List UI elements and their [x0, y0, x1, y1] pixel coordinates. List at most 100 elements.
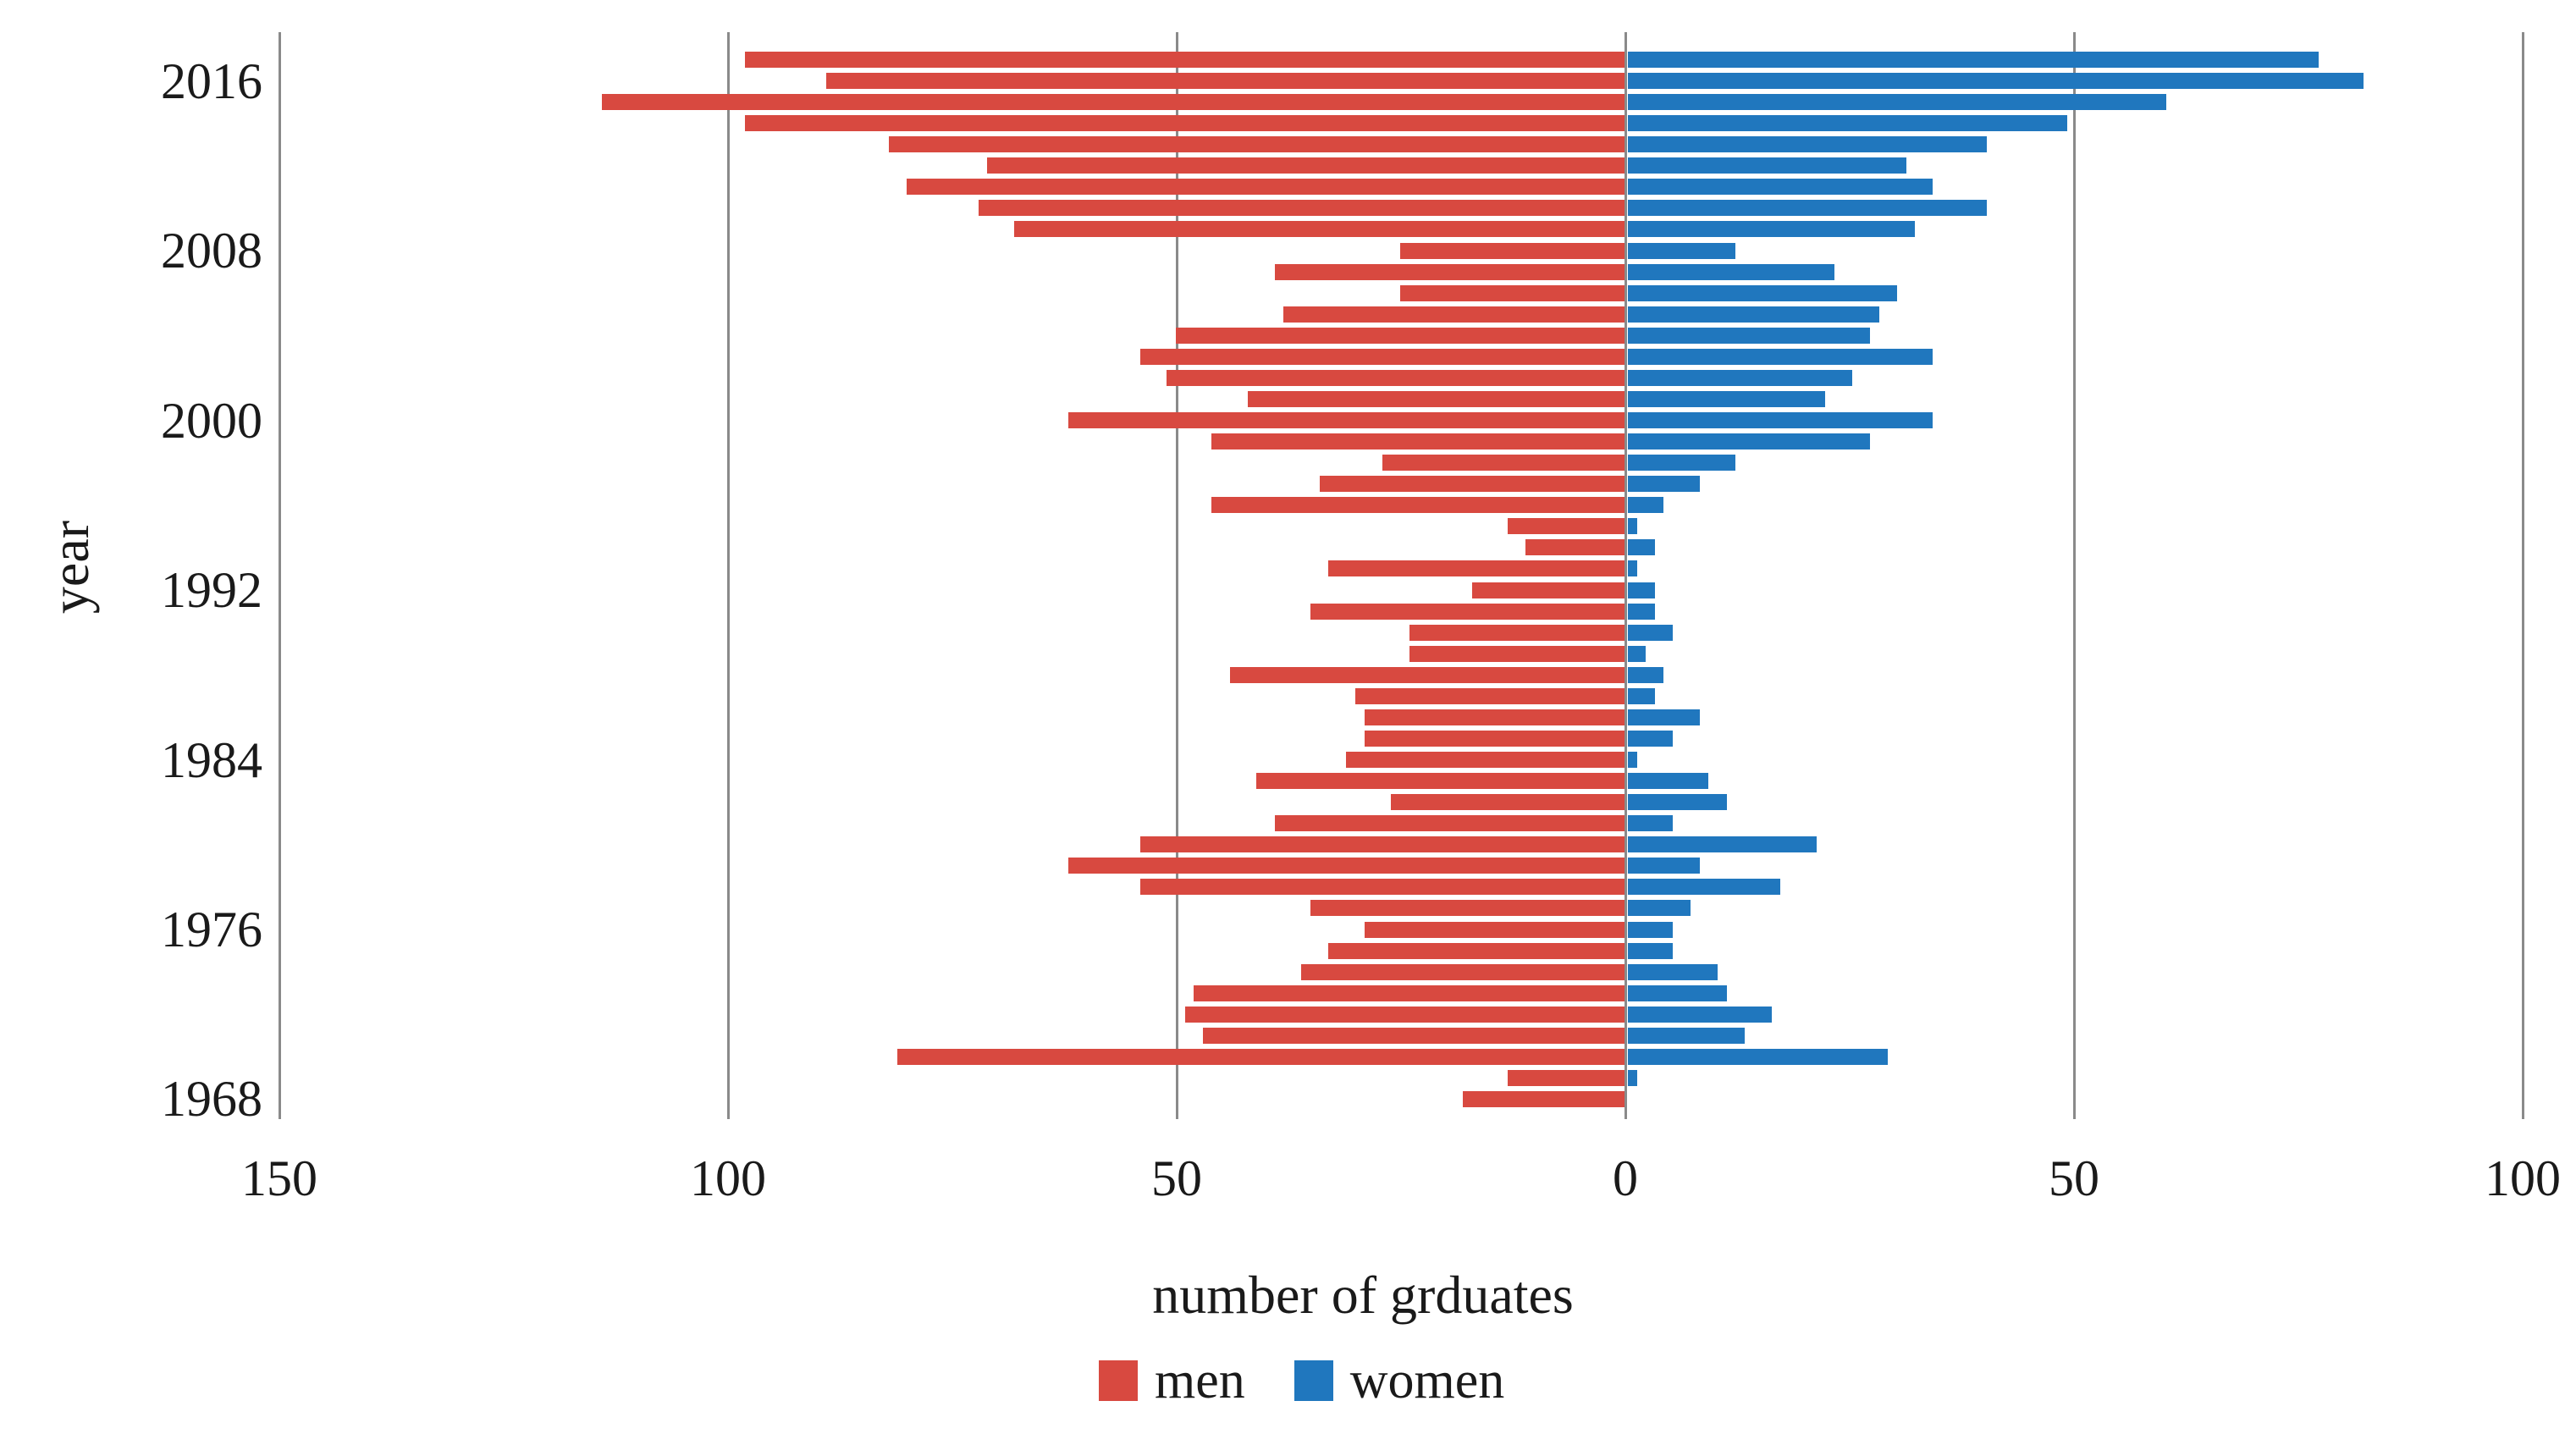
y-tick-2008: 2008	[161, 223, 262, 279]
y-tick-1968: 1968	[161, 1071, 262, 1128]
legend-label-women: women	[1349, 1352, 1505, 1409]
bar-men-1976	[1364, 921, 1624, 938]
bar-men-1988	[1229, 666, 1624, 683]
bar-women-1998	[1628, 455, 1736, 472]
bar-women-1991	[1628, 603, 1655, 620]
bar-men-2001	[1247, 390, 1624, 407]
bar-women-1986	[1628, 709, 1700, 725]
bar-men-2011	[907, 179, 1624, 196]
bar-men-1983	[1256, 773, 1624, 790]
x-tick-50-4: 50	[2049, 1150, 2099, 1206]
bar-women-2016	[1628, 73, 2364, 90]
bar-women-1990	[1628, 624, 1673, 641]
bar-women-1976	[1628, 921, 1673, 938]
bar-men-2017	[745, 52, 1624, 68]
bar-men-1979	[1067, 858, 1624, 874]
x-tick-50-2: 50	[1151, 1150, 1202, 1206]
bar-men-2008	[1400, 242, 1624, 259]
bar-women-1995	[1628, 518, 1637, 535]
bar-men-1968	[1463, 1090, 1624, 1107]
bar-men-1997	[1319, 476, 1624, 493]
y-tick-2000: 2000	[161, 392, 262, 449]
bar-men-2005	[1283, 306, 1624, 323]
bar-men-1981	[1274, 815, 1624, 832]
bar-men-1990	[1409, 624, 1624, 641]
bar-women-1989	[1628, 645, 1647, 662]
gridline-50	[2072, 32, 2076, 1119]
bar-women-2003	[1628, 348, 1933, 365]
bar-men-1975	[1328, 942, 1624, 959]
y-tick-1992: 1992	[161, 562, 262, 619]
bar-men-2009	[1014, 221, 1624, 238]
bar-women-1978	[1628, 879, 1781, 896]
bar-men-2016	[825, 73, 1624, 90]
bar-women-2017	[1628, 52, 2320, 68]
legend-item-women: women	[1294, 1352, 1505, 1409]
gridline-100	[2521, 32, 2524, 1119]
bar-women-1972	[1628, 1006, 1772, 1023]
x-axis-title: number of grduates	[1152, 1265, 1574, 1325]
women-color-swatch-icon	[1294, 1360, 1333, 1401]
bar-women-2014	[1628, 115, 2068, 132]
bar-men-1985	[1364, 730, 1624, 747]
x-tick-100-1: 100	[690, 1150, 766, 1206]
bar-women-1973	[1628, 984, 1727, 1001]
y-tick-1984: 1984	[161, 731, 262, 788]
bar-women-1980	[1628, 836, 1817, 853]
y-axis-title: year	[40, 520, 101, 615]
gridline-0	[1624, 32, 1627, 1119]
bar-men-1991	[1310, 603, 1624, 620]
bar-men-2010	[978, 200, 1624, 217]
bar-women-1979	[1628, 858, 1700, 874]
bar-women-2006	[1628, 284, 1897, 301]
bar-men-1999	[1211, 433, 1624, 450]
bar-men-1970	[897, 1048, 1624, 1065]
gridline-50	[1175, 32, 1178, 1119]
bar-men-1993	[1328, 560, 1624, 577]
bar-women-1971	[1628, 1027, 1745, 1044]
bar-women-2011	[1628, 179, 1933, 196]
bar-men-2014	[745, 115, 1624, 132]
bar-men-1998	[1382, 455, 1624, 472]
bar-men-2003	[1139, 348, 1624, 365]
gridline-100	[726, 32, 730, 1119]
bar-men-1986	[1364, 709, 1624, 725]
bar-men-2007	[1274, 263, 1624, 280]
bar-women-2000	[1628, 412, 1933, 429]
bar-women-2008	[1628, 242, 1736, 259]
bar-women-2012	[1628, 157, 1906, 174]
x-tick-0-3: 0	[1613, 1150, 1638, 1206]
bar-women-1999	[1628, 433, 1871, 450]
men-color-swatch-icon	[1099, 1360, 1138, 1401]
bar-men-2012	[987, 157, 1624, 174]
bar-men-1984	[1346, 752, 1624, 768]
bar-men-2002	[1167, 369, 1624, 386]
bar-women-1996	[1628, 497, 1664, 514]
bar-men-1987	[1355, 687, 1624, 704]
bar-women-1983	[1628, 773, 1709, 790]
bar-men-1972	[1184, 1006, 1624, 1023]
bar-women-2015	[1628, 94, 2166, 111]
legend: men women	[1099, 1354, 1504, 1407]
bar-women-2007	[1628, 263, 1834, 280]
bar-men-1989	[1409, 645, 1624, 662]
bar-women-1992	[1628, 582, 1655, 598]
bar-women-1997	[1628, 476, 1700, 493]
bar-men-1994	[1525, 539, 1624, 556]
bar-women-2002	[1628, 369, 1852, 386]
bar-men-1969	[1508, 1069, 1624, 1086]
bar-men-2004	[1176, 327, 1624, 344]
bar-men-2013	[888, 136, 1624, 153]
bar-men-2015	[601, 94, 1624, 111]
bar-men-2006	[1400, 284, 1624, 301]
bar-men-1977	[1310, 900, 1624, 917]
bar-men-2000	[1067, 412, 1624, 429]
bar-women-1987	[1628, 687, 1655, 704]
bar-women-1970	[1628, 1048, 1889, 1065]
bar-men-1980	[1139, 836, 1624, 853]
bar-women-1985	[1628, 730, 1673, 747]
bar-men-1996	[1211, 497, 1624, 514]
x-tick-100-5: 100	[2485, 1150, 2561, 1206]
bar-women-2005	[1628, 306, 1879, 323]
